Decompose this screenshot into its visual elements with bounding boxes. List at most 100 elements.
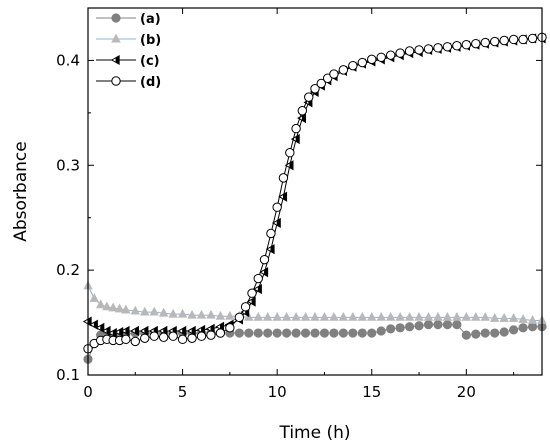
data-point xyxy=(442,320,453,330)
data-point xyxy=(272,311,282,321)
y-tick-label: 0.4 xyxy=(56,51,80,69)
series-layer xyxy=(82,32,547,364)
data-point xyxy=(225,323,235,333)
data-point xyxy=(471,38,481,49)
data-point xyxy=(259,267,269,278)
data-point xyxy=(158,307,169,317)
data-point xyxy=(490,313,500,322)
data-point xyxy=(291,123,301,134)
data-point xyxy=(310,328,320,338)
data-point xyxy=(376,326,386,336)
marker-fill xyxy=(134,326,139,336)
marker-fill xyxy=(112,328,117,338)
data-point xyxy=(89,319,98,330)
data-point xyxy=(329,69,339,79)
x-tick-label: 5 xyxy=(178,383,188,401)
data-point xyxy=(168,308,178,318)
data-point xyxy=(177,334,188,345)
data-point xyxy=(225,310,235,320)
data-point xyxy=(187,309,197,319)
data-point xyxy=(518,34,528,45)
data-point xyxy=(187,333,197,343)
data-point xyxy=(281,311,292,321)
data-point xyxy=(385,311,396,321)
data-point xyxy=(297,106,308,116)
data-point xyxy=(442,42,453,52)
data-point xyxy=(130,305,140,315)
data-point xyxy=(480,328,490,338)
data-point xyxy=(385,50,396,60)
data-point xyxy=(282,328,292,338)
data-point xyxy=(471,329,481,339)
data-point xyxy=(490,36,500,47)
data-point xyxy=(319,311,330,321)
marker-fill xyxy=(270,244,275,254)
data-point xyxy=(149,306,159,316)
legend-label: (d) xyxy=(140,75,161,90)
data-point xyxy=(452,311,462,321)
marker-fill xyxy=(182,326,186,336)
data-point xyxy=(310,84,320,94)
data-point xyxy=(367,311,377,321)
data-point xyxy=(508,313,519,322)
data-point xyxy=(414,45,424,55)
data-point xyxy=(121,304,131,314)
data-point xyxy=(196,331,207,341)
data-point xyxy=(527,33,538,44)
data-point xyxy=(284,160,294,171)
data-point xyxy=(404,46,415,56)
data-point xyxy=(234,312,245,323)
data-point xyxy=(452,41,462,51)
data-point xyxy=(206,309,216,319)
data-point xyxy=(329,328,339,338)
series-3 xyxy=(83,32,547,354)
data-point xyxy=(253,283,262,295)
data-point xyxy=(291,328,301,338)
data-point xyxy=(499,35,509,46)
data-point xyxy=(130,325,139,337)
marker-fill xyxy=(257,284,262,294)
legend-label: (c) xyxy=(140,54,160,69)
data-point xyxy=(246,296,256,307)
data-point xyxy=(297,113,306,124)
data-point xyxy=(263,311,273,321)
data-point xyxy=(357,57,367,68)
data-point xyxy=(395,311,405,321)
data-point xyxy=(499,313,509,322)
marker-fill xyxy=(119,327,123,337)
data-point xyxy=(253,273,263,284)
data-point xyxy=(206,330,216,340)
data-point xyxy=(395,323,405,333)
data-point xyxy=(177,308,188,318)
data-point xyxy=(121,334,131,345)
data-point xyxy=(404,311,415,321)
data-point xyxy=(329,311,339,321)
data-point xyxy=(130,336,140,347)
x-tick-label: 0 xyxy=(83,383,93,401)
data-point xyxy=(518,323,528,333)
data-point xyxy=(265,244,275,255)
data-point xyxy=(499,327,509,337)
data-point xyxy=(386,324,396,334)
data-point xyxy=(348,60,358,71)
marker-fill xyxy=(264,268,268,277)
data-point xyxy=(234,328,244,338)
data-point xyxy=(95,322,105,333)
data-point xyxy=(95,299,106,309)
data-point xyxy=(461,40,472,50)
x-tick-label: 15 xyxy=(362,383,381,401)
data-point xyxy=(480,311,490,321)
marker-fill xyxy=(115,55,120,65)
marker-fill xyxy=(295,134,300,144)
data-point xyxy=(114,303,125,313)
data-point xyxy=(290,134,300,145)
marker-fill xyxy=(191,326,196,336)
data-point xyxy=(319,328,330,338)
data-point xyxy=(278,173,289,183)
marker-fill xyxy=(301,113,306,123)
data-point xyxy=(107,327,117,339)
data-point xyxy=(140,333,150,343)
data-point xyxy=(518,314,528,323)
